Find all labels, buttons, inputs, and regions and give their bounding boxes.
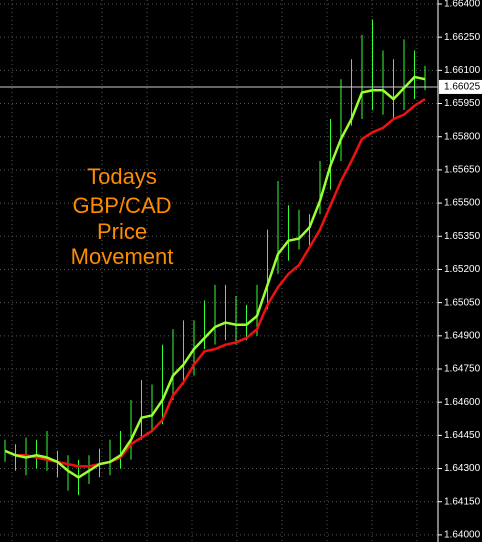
- y-tick-label: 1.64000: [444, 530, 481, 541]
- y-tick-label: 1.66400: [444, 0, 481, 10]
- annotation-line: Movement: [71, 244, 174, 269]
- current-price-box: [439, 79, 482, 94]
- y-tick-label: 1.65050: [444, 297, 481, 308]
- y-tick-label: 1.64600: [444, 397, 481, 408]
- y-tick-label: 1.65650: [444, 165, 481, 176]
- y-tick-label: 1.64150: [444, 496, 481, 507]
- current-price-label: 1.66025: [444, 82, 481, 93]
- y-tick-label: 1.65350: [444, 231, 481, 242]
- y-tick-label: 1.65200: [444, 264, 481, 275]
- y-tick-label: 1.64450: [444, 430, 481, 441]
- fast-moving-average: [4, 75, 426, 479]
- y-tick-label: 1.65800: [444, 131, 481, 142]
- y-tick-label: 1.66100: [444, 65, 481, 76]
- slow-moving-average: [4, 98, 426, 468]
- annotation-line: Todays: [87, 164, 157, 189]
- y-tick-label: 1.65950: [444, 98, 481, 109]
- y-tick-label: 1.65500: [444, 198, 481, 209]
- y-tick-label: 1.64750: [444, 364, 481, 375]
- annotation-line: Price: [97, 219, 147, 244]
- annotation-line: GBP/CAD: [72, 193, 171, 218]
- y-tick-label: 1.64900: [444, 330, 481, 341]
- y-tick-label: 1.64300: [444, 463, 481, 474]
- y-tick-label: 1.66250: [444, 32, 481, 43]
